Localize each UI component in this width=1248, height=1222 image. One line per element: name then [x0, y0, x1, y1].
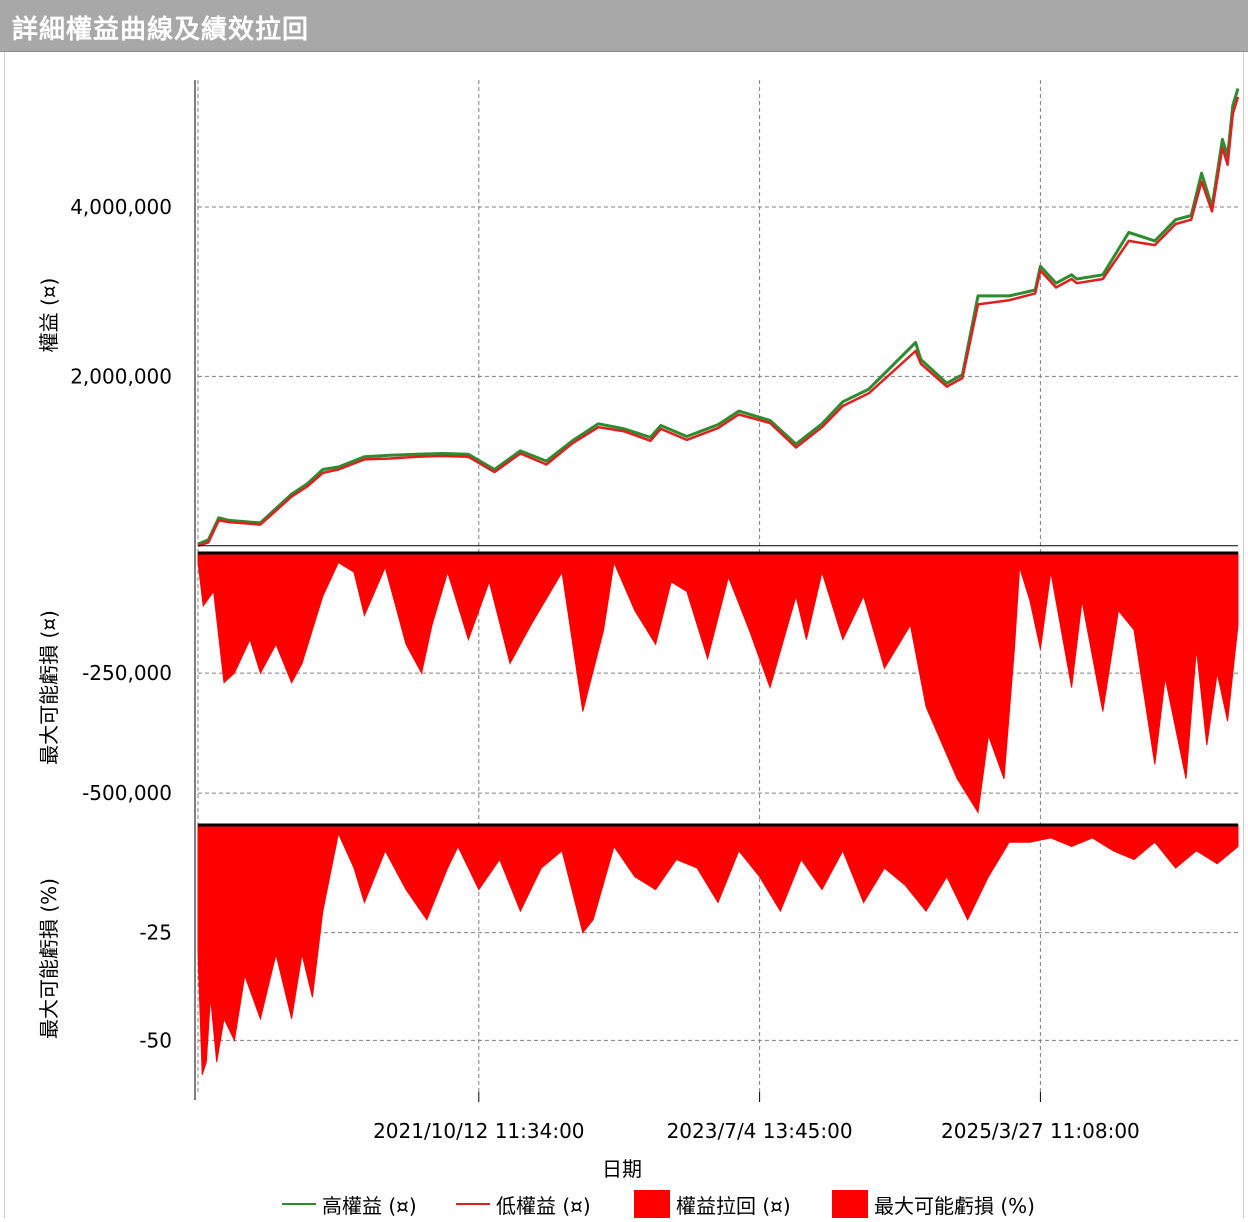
legend: 高權益 (¤) 低權益 (¤) 權益拉回 (¤) 最大可能虧損 (%)	[0, 1188, 1248, 1220]
legend-item: 高權益 (¤)	[282, 1188, 417, 1220]
legend-item: 最大可能虧損 (%)	[832, 1188, 1035, 1220]
legend-swatch	[634, 1190, 670, 1218]
legend-label: 最大可能虧損 (%)	[874, 1193, 1035, 1218]
legend-item: 低權益 (¤)	[456, 1188, 591, 1220]
y-axis-label: 最大可能虧損 (¤)	[37, 610, 61, 765]
x-tick-label: 2025/3/27 11:08:00	[941, 1119, 1140, 1143]
x-tick-label: 2021/10/12 11:34:00	[373, 1119, 584, 1143]
y-axis-label: 最大可能虧損 (%)	[37, 878, 61, 1039]
legend-item: 權益拉回 (¤)	[634, 1188, 791, 1220]
y-tick-label: 4,000,000	[70, 195, 172, 219]
drawdown-area	[197, 552, 1239, 814]
chart-svg: 2,000,000 4,000,000 權益 (¤) -250,000 -500,000…	[37, 80, 1240, 1181]
series-line-high	[197, 88, 1240, 546]
legend-swatch	[832, 1190, 868, 1218]
y-tick-label: -250,000	[82, 661, 172, 685]
y-tick-label: -25	[139, 921, 172, 945]
legend-label: 高權益 (¤)	[322, 1193, 417, 1218]
series-line-low	[197, 96, 1240, 547]
x-axis-label: 日期	[602, 1157, 642, 1181]
y-tick-label: 2,000,000	[70, 364, 172, 388]
x-tick-label: 2023/7/4 13:45:00	[667, 1119, 853, 1143]
legend-label: 低權益 (¤)	[496, 1193, 591, 1218]
chart-frame	[4, 52, 1244, 1218]
y-axis-label: 權益 (¤)	[37, 278, 61, 353]
title-bar: 詳細權益曲線及績效拉回	[0, 0, 1248, 52]
drawdown-area	[197, 824, 1239, 1075]
legend-swatch	[456, 1203, 490, 1205]
legend-label: 權益拉回 (¤)	[676, 1193, 791, 1218]
y-tick-label: -500,000	[82, 781, 172, 805]
legend-swatch	[282, 1203, 316, 1205]
page-title: 詳細權益曲線及績效拉回	[12, 15, 310, 45]
y-tick-label: -50	[139, 1028, 172, 1052]
